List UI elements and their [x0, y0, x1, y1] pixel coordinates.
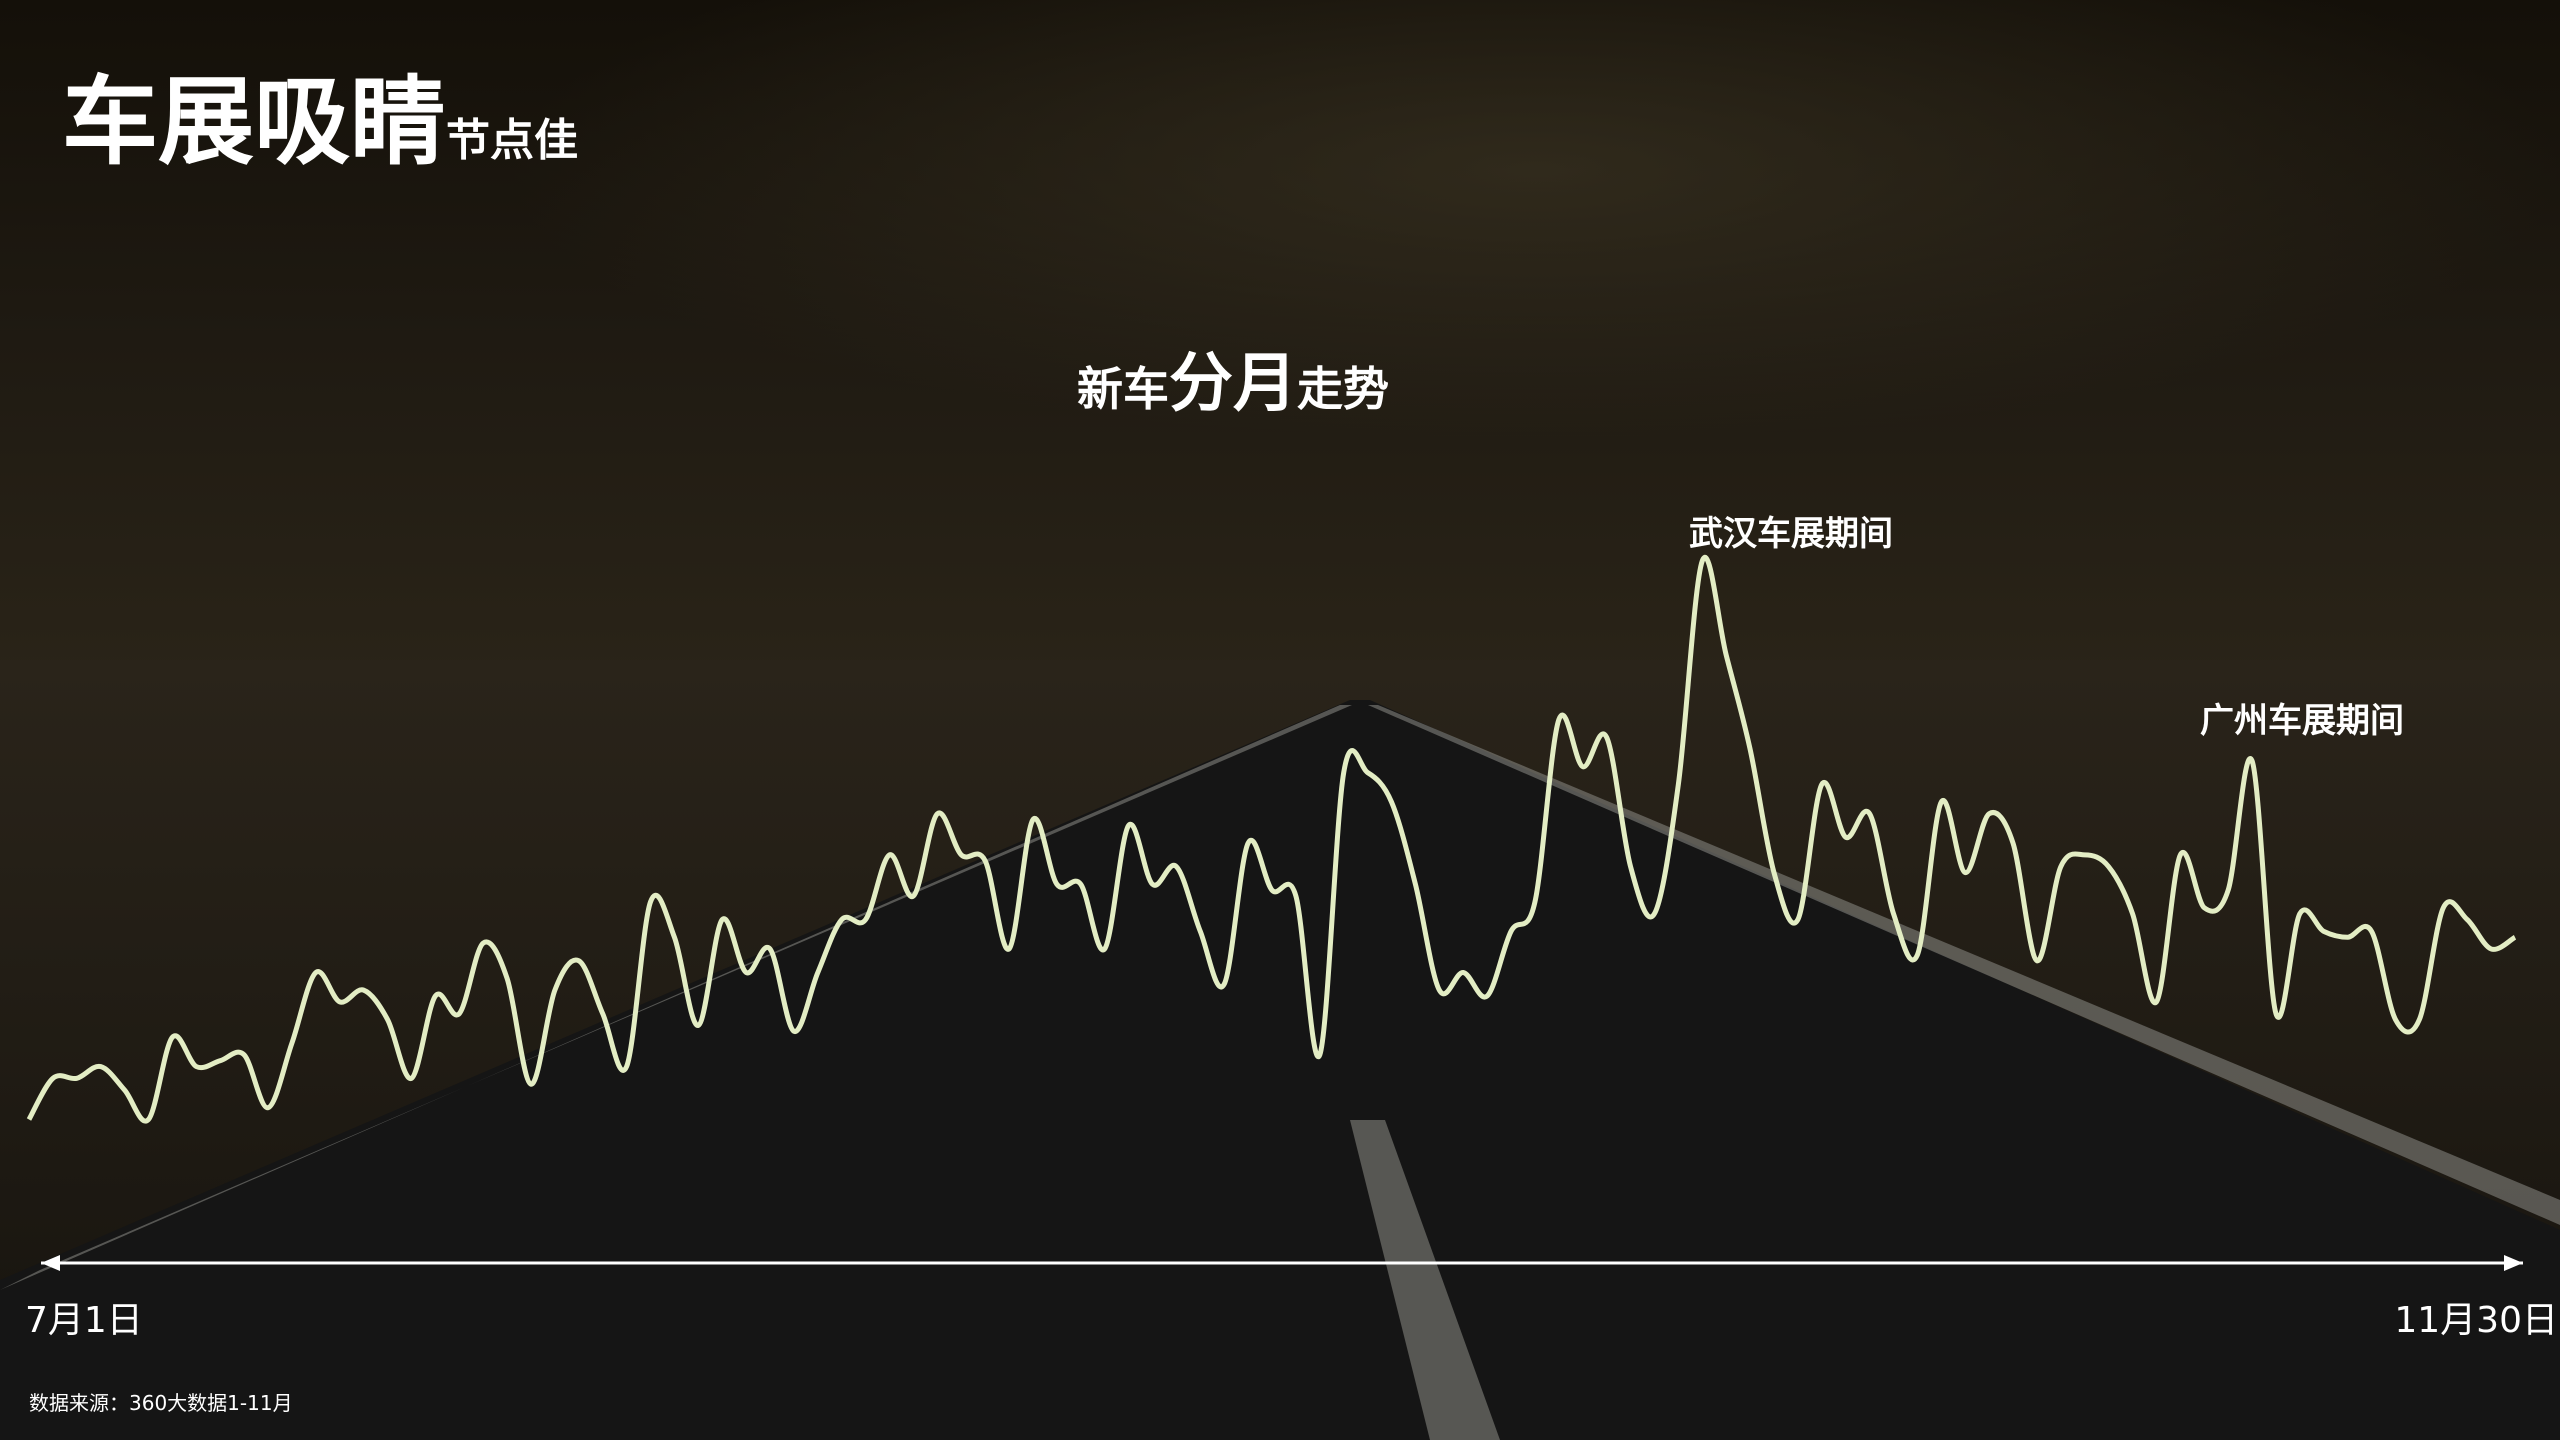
lane-mark: [1350, 1120, 1500, 1440]
title-suffix: 节点佳: [446, 115, 578, 166]
subtitle-part: 分月: [1169, 347, 1297, 421]
title: 车展吸睛节点佳: [62, 66, 578, 178]
subtitle-part: 走势: [1297, 362, 1389, 416]
axis-arrow: [41, 1255, 60, 1271]
subtitle-part: 新车: [1077, 362, 1169, 416]
sky-glow: [0, 0, 2560, 680]
road-edge: [1368, 705, 2560, 1225]
road: [0, 700, 2560, 1440]
annotation: 广州车展期间: [2200, 701, 2404, 741]
start-label: 7月1日: [25, 1300, 143, 1341]
trend-line: [26, 555, 2517, 1124]
end-label: 11月30日: [2394, 1300, 2558, 1341]
title-main: 车展吸睛: [62, 66, 446, 178]
axis-arrow: [2504, 1255, 2523, 1271]
annotation: 武汉车展期间: [1689, 514, 1893, 554]
source-note: 数据来源：360大数据1-11月: [29, 1391, 293, 1415]
chart-subtitle: 新车分月走势: [1077, 347, 1389, 421]
